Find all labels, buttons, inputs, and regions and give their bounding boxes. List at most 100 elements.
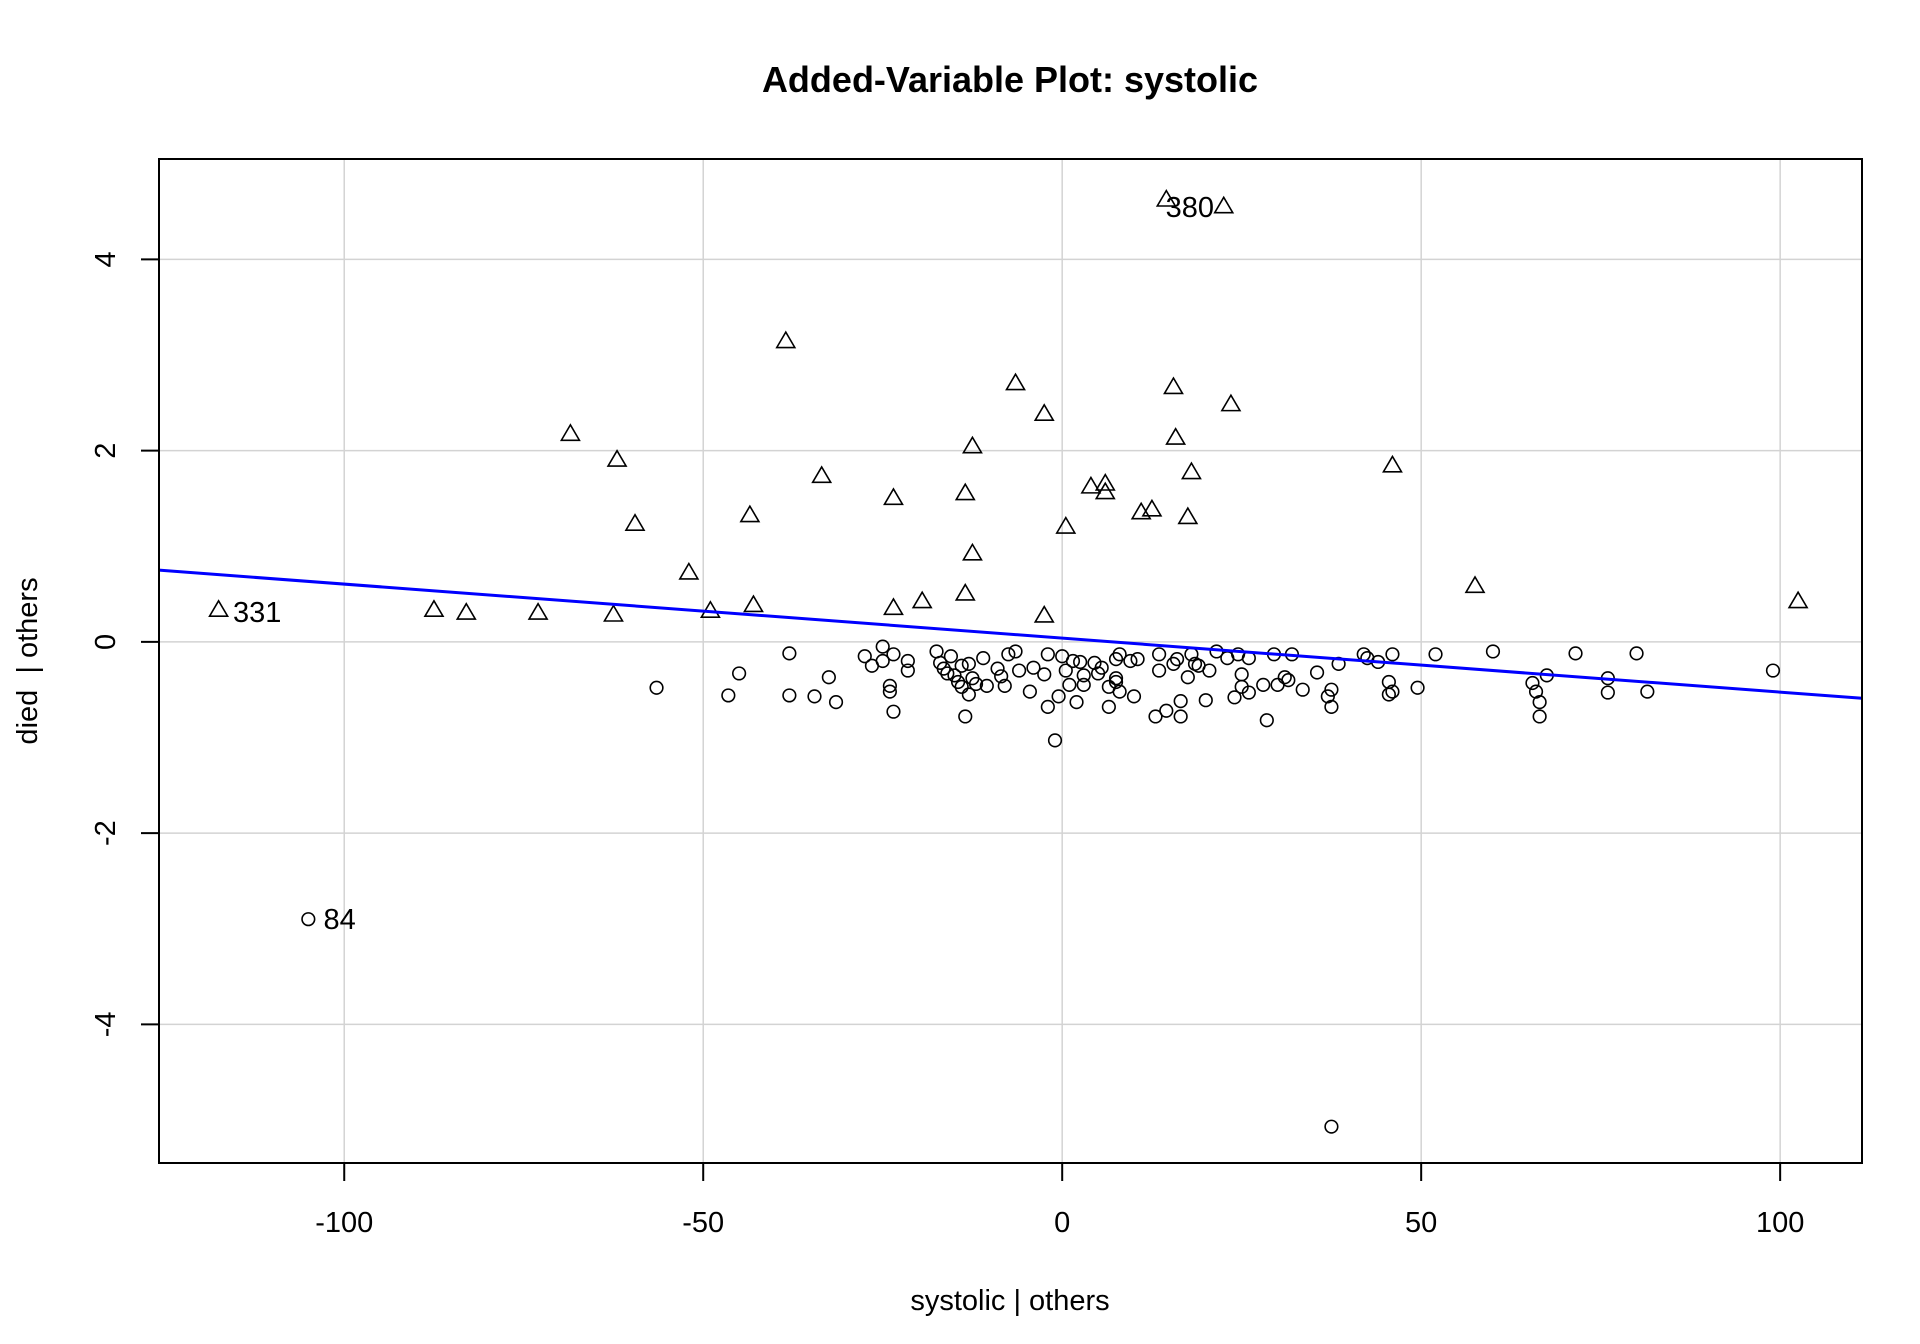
circle-point <box>997 678 1012 693</box>
circle-point <box>1040 699 1055 714</box>
data-points <box>208 189 1809 1134</box>
triangle-point <box>811 465 833 484</box>
circle-point <box>990 661 1005 676</box>
circle-point <box>1087 655 1102 671</box>
circle-point <box>1026 660 1041 675</box>
circle-point <box>1152 647 1167 662</box>
grid-lines <box>159 159 1862 1163</box>
x-tick-label: 0 <box>1054 1207 1070 1239</box>
triangle-point <box>208 599 230 618</box>
circle-point <box>1428 647 1443 662</box>
circle-point <box>947 668 962 683</box>
y-axis-label: died | others <box>12 577 44 744</box>
triangle-point <box>1220 393 1242 412</box>
circle-point <box>1108 671 1124 686</box>
circle-point <box>1037 667 1052 682</box>
circle-point <box>1187 656 1203 671</box>
triangle-point <box>455 602 477 620</box>
triangle-point <box>1005 372 1026 391</box>
triangle-point <box>1033 604 1055 623</box>
circle-point <box>1069 695 1084 710</box>
circle-point <box>1295 682 1310 697</box>
triangle-point <box>1213 195 1235 214</box>
circle-point <box>1108 651 1124 667</box>
circle-point <box>1640 684 1655 699</box>
circle-point <box>1040 647 1055 662</box>
circle-point <box>1198 693 1213 708</box>
circle-point <box>1101 699 1116 714</box>
circle-point <box>958 709 973 724</box>
circle-point <box>1173 694 1188 709</box>
x-tick-label: 100 <box>1756 1207 1804 1239</box>
circle-point <box>1180 670 1195 685</box>
circle-point <box>954 679 969 694</box>
triangle-point <box>775 330 797 349</box>
triangle-point <box>559 423 581 442</box>
triangle-point <box>1177 506 1199 525</box>
circle-point <box>929 644 944 659</box>
triangle-point <box>1181 461 1202 480</box>
triangle-point <box>962 542 983 561</box>
triangle-point <box>1787 590 1809 609</box>
point-label: 380 <box>1166 192 1214 224</box>
triangle-point <box>527 602 549 620</box>
circle-point <box>782 646 797 661</box>
regression-line <box>158 568 1863 700</box>
circle-point <box>1008 644 1023 659</box>
circle-point <box>1166 656 1181 671</box>
circle-point <box>1259 713 1274 728</box>
circle-point <box>976 651 991 666</box>
circle-point <box>1532 709 1547 724</box>
circle-point <box>301 912 316 927</box>
triangle-point <box>1033 403 1055 421</box>
circle-point <box>875 639 890 654</box>
circle-point <box>1065 653 1081 669</box>
triangle-point <box>1165 427 1187 445</box>
x-tick-label: -50 <box>682 1207 724 1239</box>
triangle-point <box>1094 481 1116 500</box>
circle-point <box>1076 677 1091 693</box>
x-tick-label: 50 <box>1405 1207 1437 1239</box>
circle-point <box>1324 1119 1339 1134</box>
circle-point <box>1058 663 1073 678</box>
triangle-point <box>1080 475 1102 494</box>
y-tick-label: 0 <box>90 634 122 650</box>
circle-point <box>1532 695 1547 710</box>
point-label: 84 <box>324 904 356 936</box>
circle-point <box>954 658 969 673</box>
triangle-point <box>883 597 904 616</box>
circle-point <box>1169 651 1185 667</box>
circle-point <box>1012 663 1027 678</box>
circle-point <box>900 653 915 669</box>
circle-point <box>1525 675 1540 691</box>
circle-point <box>1148 709 1163 724</box>
plot-frame <box>158 158 1863 1164</box>
circle-point <box>1126 689 1142 704</box>
circle-point <box>1629 646 1644 661</box>
circle-point <box>1381 674 1396 690</box>
circle-point <box>1047 733 1063 748</box>
x-tick-label: -100 <box>315 1207 373 1239</box>
triangle-point <box>1382 454 1403 473</box>
circle-point <box>961 687 976 702</box>
circle-point <box>721 688 736 703</box>
x-axis-label: systolic | others <box>910 1285 1109 1317</box>
circle-point <box>649 680 664 695</box>
triangle-point <box>606 449 628 467</box>
circle-point <box>1568 646 1583 661</box>
circle-point <box>1410 680 1425 695</box>
circle-point <box>1277 670 1292 685</box>
circle-point <box>828 695 844 710</box>
circle-point <box>961 656 976 671</box>
circle-point <box>807 689 822 704</box>
y-tick-label: -2 <box>90 820 122 846</box>
circle-point <box>1385 647 1400 662</box>
circle-point <box>1381 687 1396 702</box>
triangle-point <box>1141 498 1163 517</box>
circle-point <box>857 649 872 664</box>
circle-point <box>882 678 897 693</box>
circle-point <box>1385 684 1400 699</box>
circle-point <box>882 684 897 699</box>
x-axis: -100 -50 0 50 100 <box>315 1163 1804 1239</box>
